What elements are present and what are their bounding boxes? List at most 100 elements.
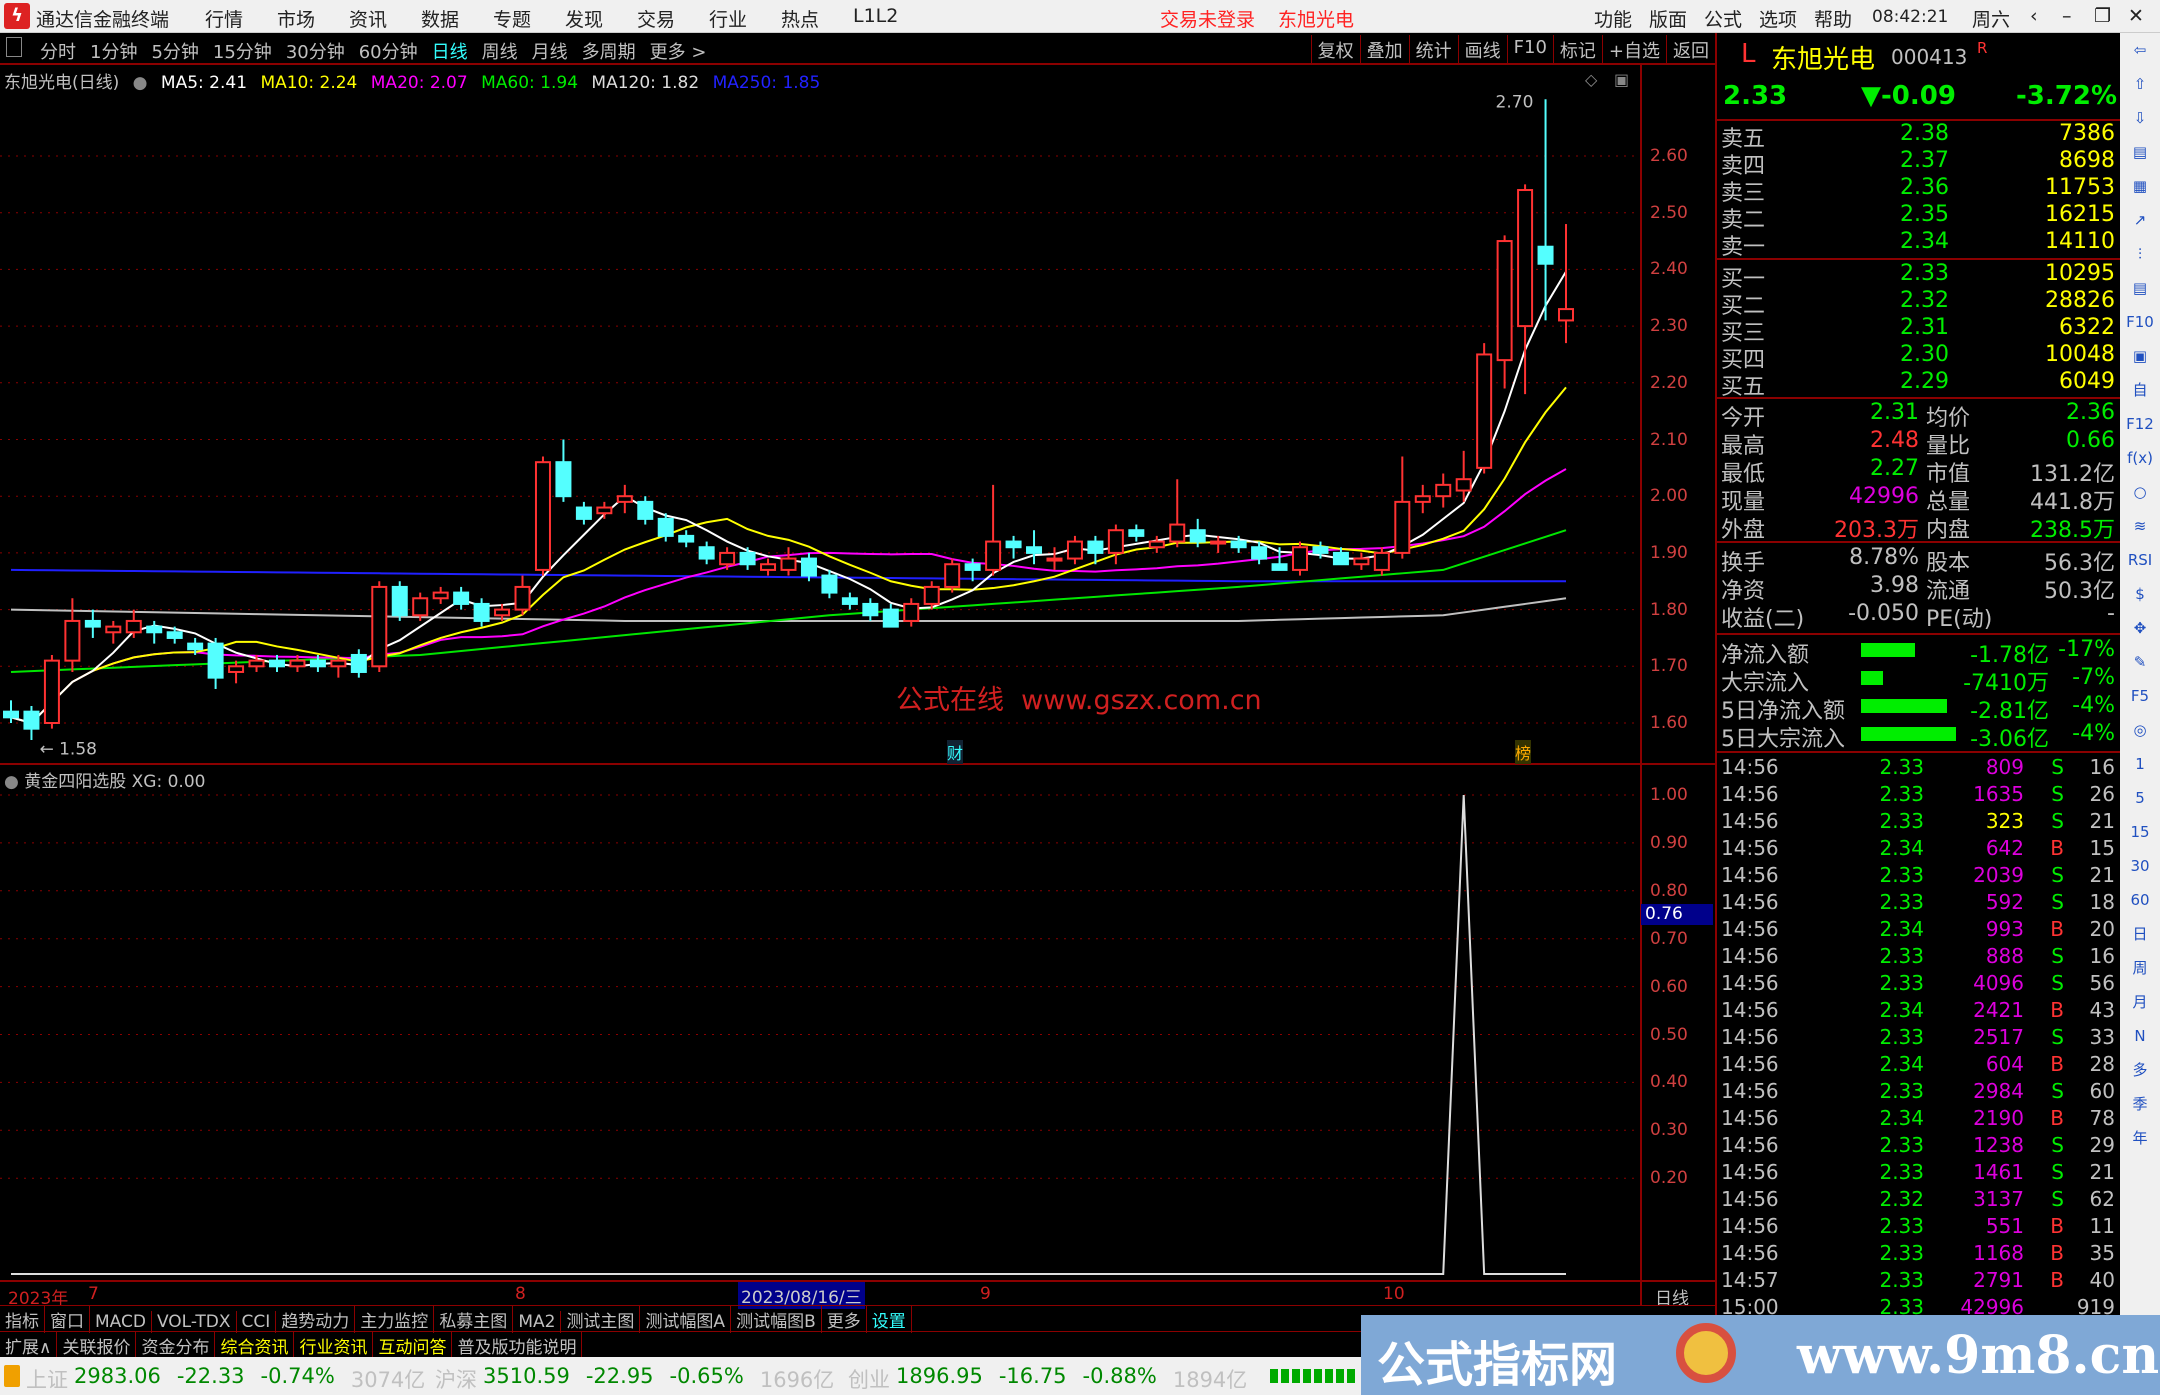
menu-item[interactable]: 功能 (1594, 9, 1633, 31)
tab-item[interactable]: MA2 (513, 1311, 562, 1333)
side-tool-icon[interactable]: ▦ (2132, 177, 2148, 195)
side-tool-icon[interactable]: RSI (2127, 551, 2153, 569)
period-tab[interactable]: 多周期 (581, 42, 636, 63)
menu-item[interactable]: 版面 (1649, 9, 1688, 31)
side-tool-icon[interactable]: F12 (2126, 415, 2154, 433)
menu-item[interactable]: 专题 (493, 9, 532, 31)
side-tool-icon[interactable]: 日 (2132, 925, 2148, 943)
side-tool-icon[interactable]: $ (2135, 585, 2145, 603)
tab-item[interactable]: VOL-TDX (152, 1311, 237, 1333)
chart-toolbar-button[interactable]: 叠加 (1359, 35, 1409, 63)
side-tool-icon[interactable]: 月 (2132, 993, 2148, 1011)
side-tool-icon[interactable]: ▤ (2132, 143, 2148, 161)
cy-index[interactable]: 创业 1896.95 -16.75 -0.88% 1894亿 (848, 1364, 1247, 1394)
side-tool-icon[interactable]: ◎ (2133, 721, 2147, 739)
menu-item[interactable]: 热点 (781, 9, 820, 31)
restore-icon[interactable]: ❐ (2094, 5, 2112, 27)
menu-item[interactable]: 市场 (277, 9, 316, 31)
login-status[interactable]: 交易未登录 (1160, 9, 1256, 31)
minimize-icon[interactable]: – (2062, 5, 2072, 27)
hs-label[interactable]: 沪深 (435, 1368, 477, 1392)
period-tab[interactable]: 5分钟 (151, 42, 199, 63)
side-tool-icon[interactable]: N (2134, 1027, 2146, 1045)
side-tool-icon[interactable]: ▤ (2132, 279, 2148, 297)
side-tool-icon[interactable]: F5 (2130, 687, 2150, 705)
rank-marker[interactable]: 榜 (1515, 740, 1532, 764)
chart-toolbar-button[interactable]: 标记 (1552, 35, 1602, 63)
menu-item[interactable]: 公式 (1704, 9, 1743, 31)
side-tool-icon[interactable]: ≋ (2133, 517, 2147, 535)
side-tool-icon[interactable]: 季 (2132, 1095, 2148, 1113)
hs-index[interactable]: 沪深 3510.59 -22.95 -0.65% 1696亿 (435, 1364, 834, 1394)
side-tool-icon[interactable]: 5 (2135, 789, 2145, 807)
side-tool-icon[interactable]: ⫶ (2138, 245, 2142, 263)
tab-item[interactable]: 测试主图 (561, 1306, 641, 1333)
tab-item[interactable]: 行业资讯 (294, 1332, 374, 1359)
tab-item[interactable]: 更多 (822, 1306, 867, 1333)
menu-item[interactable]: 数据 (421, 9, 460, 31)
tab-item[interactable]: 指标 (0, 1306, 45, 1333)
dropdown-icon[interactable]: ● (4, 772, 19, 792)
chart-toolbar-button[interactable]: 统计 (1408, 35, 1458, 63)
diamond-icon[interactable]: ◇ (1585, 70, 1598, 89)
tab-item[interactable]: 关联报价 (57, 1332, 137, 1359)
chart-toolbar-button[interactable]: +自选 (1601, 35, 1666, 63)
tab-item[interactable]: 趋势动力 (276, 1306, 356, 1333)
side-tool-icon[interactable]: 年 (2132, 1129, 2148, 1147)
tab-item[interactable]: 综合资讯 (215, 1332, 295, 1359)
indicator-chart[interactable] (0, 765, 1640, 1280)
menu-item[interactable]: 帮助 (1814, 9, 1853, 31)
back-icon[interactable]: ‹ (2030, 5, 2038, 27)
sh-index[interactable]: 上证 2983.06 -22.33 -0.74% 3074亿 (26, 1364, 425, 1394)
side-tool-icon[interactable]: ⇧ (2133, 75, 2147, 93)
dropdown-icon[interactable]: ● (132, 73, 148, 93)
tab-item[interactable]: 扩展∧ (0, 1332, 58, 1359)
period-tab[interactable]: 周线 (481, 42, 518, 63)
tab-item[interactable]: 窗口 (45, 1306, 90, 1333)
candlestick-chart[interactable]: 2.70 ← 1.58 (0, 65, 1640, 765)
side-tool-icon[interactable]: ✥ (2133, 619, 2147, 637)
side-tool-icon[interactable]: ⇩ (2133, 109, 2147, 127)
side-tool-icon[interactable]: 周 (2132, 959, 2148, 977)
side-tool-icon[interactable]: F10 (2126, 313, 2154, 331)
period-tab[interactable]: 30分钟 (285, 42, 345, 63)
period-tab[interactable]: 更多 > (649, 42, 707, 63)
period-tab[interactable]: 月线 (531, 42, 568, 63)
menu-item[interactable]: 行情 (205, 9, 244, 31)
chart-toolbar-button[interactable]: 返回 (1666, 35, 1715, 63)
tab-item[interactable]: CCI (237, 1311, 277, 1333)
tab-item[interactable]: 普及版功能说明 (452, 1332, 583, 1359)
period-tab[interactable]: 1分钟 (90, 42, 138, 63)
sh-label[interactable]: 上证 (26, 1368, 68, 1392)
period-tab[interactable]: 60分钟 (358, 42, 418, 63)
tab-item[interactable]: 设置 (867, 1306, 912, 1333)
side-tool-icon[interactable]: f(x) (2127, 449, 2153, 467)
side-tool-icon[interactable]: 30 (2130, 857, 2150, 875)
side-tool-icon[interactable]: 多 (2132, 1061, 2148, 1079)
side-tool-icon[interactable]: 60 (2130, 891, 2150, 909)
menu-item[interactable]: L1L2 (853, 5, 899, 27)
side-tool-icon[interactable]: ⇦ (2133, 41, 2147, 59)
menu-item[interactable]: 交易 (637, 9, 676, 31)
tab-item[interactable]: 互动问答 (373, 1332, 453, 1359)
chart-toolbar-button[interactable]: 复权 (1310, 35, 1360, 63)
tab-item[interactable]: 私募主图 (434, 1306, 514, 1333)
side-tool-icon[interactable]: ↗ (2133, 211, 2147, 229)
side-tool-icon[interactable]: 15 (2130, 823, 2150, 841)
panel-toggle-icon[interactable] (6, 37, 22, 57)
side-tool-icon[interactable]: 1 (2135, 755, 2145, 773)
side-tool-icon[interactable]: 自 (2132, 381, 2148, 399)
side-tool-icon[interactable]: ○ (2133, 483, 2147, 501)
cy-label[interactable]: 创业 (848, 1368, 890, 1392)
menu-item[interactable]: 发现 (565, 9, 604, 31)
close-icon[interactable]: ✕ (2128, 5, 2144, 27)
period-tab[interactable]: 15分钟 (212, 42, 272, 63)
window-icon[interactable]: ▣ (1614, 70, 1630, 89)
period-tab[interactable]: 日线 (431, 42, 468, 63)
menu-item[interactable]: 资讯 (349, 9, 388, 31)
tab-item[interactable]: MACD (90, 1311, 152, 1333)
tab-item[interactable]: 测试幅图B (731, 1306, 822, 1333)
chart-toolbar-button[interactable]: F10 (1506, 35, 1553, 63)
finance-marker[interactable]: 财 (947, 740, 964, 764)
menu-item[interactable]: 行业 (709, 9, 748, 31)
